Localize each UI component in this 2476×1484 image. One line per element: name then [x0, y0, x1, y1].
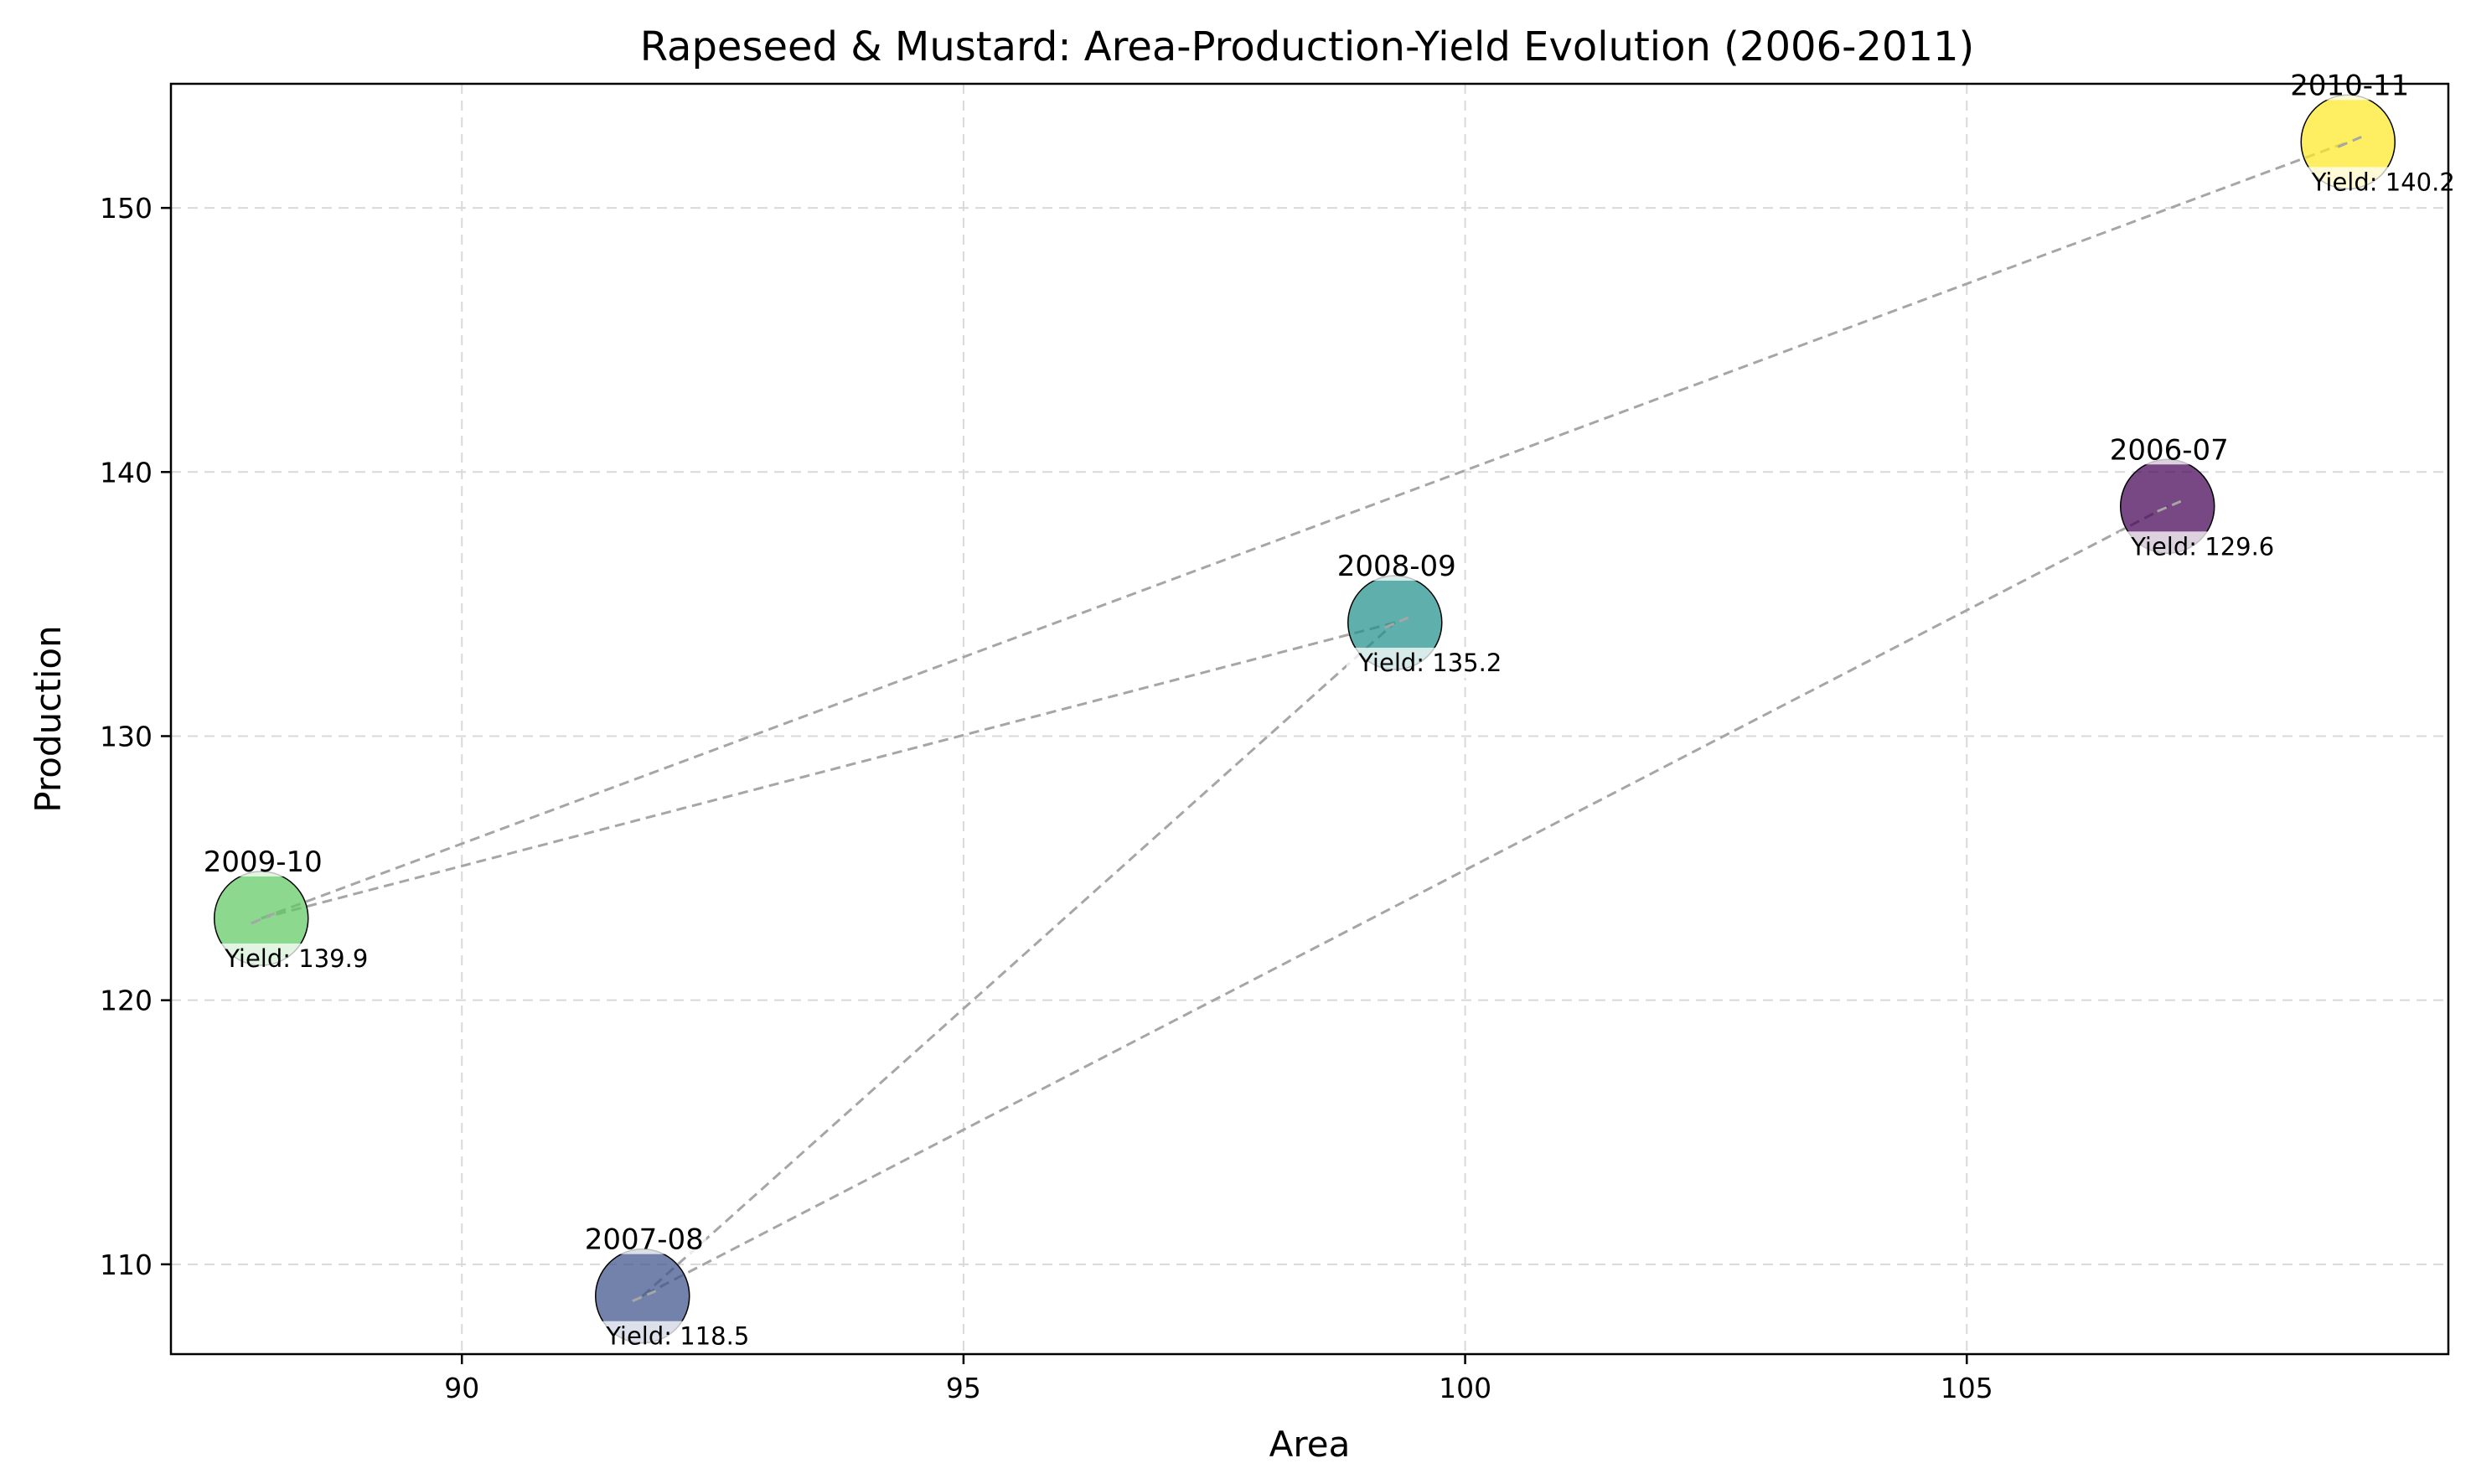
point-label: 2009-10	[204, 845, 323, 879]
grid-layer	[171, 84, 2448, 1354]
y-axis-label: Production	[28, 625, 69, 812]
y-tick-label: 110	[100, 1249, 152, 1281]
y-tick-label: 150	[100, 192, 152, 225]
x-tick-label: 90	[444, 1372, 479, 1404]
point-label: 2006-07	[2110, 433, 2229, 467]
bubble-trail	[1384, 616, 1409, 629]
y-tick-label: 130	[100, 720, 152, 752]
yield-backdrop	[1346, 647, 1514, 678]
tick-layer: 90 95 100 105 110 120 130 140 150	[100, 192, 1993, 1404]
label-backdrop	[582, 1220, 706, 1254]
chart-title: Rapeseed & Mustard: Area-Production-Yiel…	[640, 23, 1975, 70]
connection-lines	[261, 140, 2349, 1297]
yield-backdrop	[593, 1321, 762, 1352]
bubble-trail	[632, 1290, 657, 1303]
yield-backdrop	[2299, 167, 2468, 198]
label-backdrop	[1334, 546, 1459, 581]
point-label: 2007-08	[585, 1223, 704, 1257]
x-tick-label: 95	[946, 1372, 981, 1404]
label-backdrop	[200, 842, 325, 876]
label-layer: 2006-07 Yield: 129.6 2007-08 Yield: 118.5 20…	[200, 66, 2468, 1352]
yield-backdrop	[2118, 531, 2287, 562]
plot-frame	[169, 82, 2450, 1356]
point-label: 2008-09	[1337, 550, 1456, 583]
y-tick-label: 140	[100, 456, 152, 489]
connection-line	[261, 621, 1396, 920]
bubble-trail	[2337, 135, 2362, 148]
point-label: 2010-11	[2290, 69, 2409, 102]
yield-label: Yield: 140.2	[2311, 168, 2455, 196]
x-tick-label: 100	[1439, 1372, 1491, 1404]
yield-label: Yield: 129.6	[2130, 532, 2274, 561]
x-tick-label: 105	[1941, 1372, 1993, 1404]
bubble-trail	[251, 912, 276, 925]
bubble-trail	[2157, 499, 2182, 513]
connection-line	[261, 140, 2349, 920]
yield-label: Yield: 118.5	[605, 1322, 749, 1351]
yield-label: Yield: 135.2	[1357, 649, 1502, 677]
x-axis-label: Area	[1269, 1424, 1351, 1465]
connection-line	[641, 621, 1396, 1297]
yield-label: Yield: 139.9	[224, 944, 368, 973]
y-tick-label: 120	[100, 985, 152, 1017]
label-backdrop	[2106, 431, 2231, 465]
yield-backdrop	[212, 943, 380, 974]
bubble-layer	[214, 94, 2396, 1344]
